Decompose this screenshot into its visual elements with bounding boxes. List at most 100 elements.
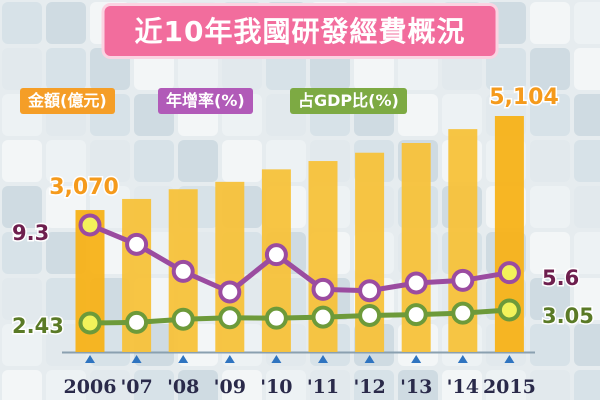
x-tick-marker xyxy=(364,355,375,363)
background-tile xyxy=(90,140,130,182)
gdp-ratio-line xyxy=(89,307,510,326)
background-tile xyxy=(530,370,570,400)
background-tile xyxy=(46,2,86,44)
growth-rate-point xyxy=(125,232,149,256)
x-tick-label: '13 xyxy=(400,376,432,398)
x-tick-label: '14 xyxy=(447,376,479,398)
background-tile xyxy=(398,370,438,400)
background-tile xyxy=(574,324,600,366)
background-tile xyxy=(574,48,600,90)
background-tile xyxy=(134,370,174,400)
background-tile xyxy=(310,48,350,90)
background-tile xyxy=(530,232,570,274)
gdp-ratio-point xyxy=(171,307,195,331)
background-tile xyxy=(46,370,86,400)
background-tile xyxy=(310,370,350,400)
growth-rate-point xyxy=(218,280,242,304)
x-tick-label: 2015 xyxy=(483,376,536,398)
background-tile xyxy=(530,186,570,228)
background-tile xyxy=(530,324,570,366)
background-tile xyxy=(530,278,570,320)
growth-label-first: 9.3 xyxy=(12,221,49,245)
x-tick-label: '11 xyxy=(307,376,339,398)
background-tile xyxy=(178,48,218,90)
gdp-ratio-point xyxy=(78,311,102,335)
gdp-ratio-point xyxy=(264,306,288,330)
x-tick-label: 2006 xyxy=(64,376,117,398)
background-tile xyxy=(2,232,42,274)
legend-gdp-ratio: 占GDP比(%) xyxy=(290,88,407,114)
gdp-ratio-point xyxy=(451,301,475,325)
background-tile xyxy=(574,370,600,400)
gdp-ratio-point xyxy=(125,310,149,334)
background-tile xyxy=(354,48,394,90)
x-tick-marker xyxy=(318,355,328,363)
growth-rate-point xyxy=(497,261,521,285)
x-tick-label: '08 xyxy=(167,376,199,398)
x-tick-marker xyxy=(131,355,142,363)
background-tile xyxy=(90,370,130,400)
title-banner: 近10年我國研發經費概況 xyxy=(104,6,496,56)
bar-value-label-first: 3,070 xyxy=(49,175,119,200)
background-tile xyxy=(486,370,526,400)
background-tile xyxy=(442,94,482,136)
growth-rate-point xyxy=(404,271,428,295)
growth-label-last: 5.6 xyxy=(542,266,579,290)
background-tile xyxy=(2,140,42,182)
background-tile xyxy=(530,140,570,182)
x-tick-marker xyxy=(271,355,282,363)
gdp-ratio-point xyxy=(311,305,335,329)
growth-rate-point xyxy=(171,259,195,283)
background-tile xyxy=(574,2,600,44)
growth-rate-point xyxy=(78,213,102,237)
background-tile xyxy=(222,48,262,90)
background-tile xyxy=(398,48,438,90)
x-tick-label: '09 xyxy=(214,376,246,398)
background-tile xyxy=(574,140,600,182)
background-tile xyxy=(574,94,600,136)
background-tile xyxy=(2,324,42,366)
background-tile xyxy=(134,48,174,90)
legend-growth-rate: 年增率(%) xyxy=(158,88,253,114)
bar-value-label-last: 5,104 xyxy=(489,85,559,110)
growth-rate-line xyxy=(89,222,510,295)
background-tile xyxy=(530,2,570,44)
background-tile xyxy=(222,140,262,182)
background-tile xyxy=(178,140,218,182)
background-tile xyxy=(354,370,394,400)
x-tick-marker xyxy=(85,355,95,363)
x-tick-marker xyxy=(504,355,515,363)
background-tile xyxy=(442,370,482,400)
gdp-label-last: 3.05 xyxy=(542,304,594,328)
background-tile xyxy=(2,2,42,44)
x-tick-marker xyxy=(224,355,235,363)
background-tile xyxy=(2,278,42,320)
x-tick-label: '07 xyxy=(120,376,152,398)
growth-rate-point xyxy=(264,243,288,267)
growth-rate-point xyxy=(311,277,335,301)
gdp-ratio-point xyxy=(404,303,428,327)
x-tick-marker xyxy=(411,355,422,363)
gdp-ratio-point xyxy=(358,303,382,327)
legend-amount: 金額(億元) xyxy=(20,88,115,114)
background-tile xyxy=(442,48,482,90)
growth-rate-point xyxy=(358,279,382,303)
background-tile xyxy=(574,278,600,320)
background-tile xyxy=(222,370,262,400)
gdp-ratio-point xyxy=(497,298,521,322)
background-tile xyxy=(486,48,526,90)
background-tile xyxy=(398,94,438,136)
gdp-label-first: 2.43 xyxy=(12,314,64,338)
gdp-ratio-point xyxy=(218,306,242,330)
background-tile xyxy=(530,94,570,136)
background-tile xyxy=(574,232,600,274)
background-tile xyxy=(2,186,42,228)
background-tile xyxy=(46,140,86,182)
background-tile xyxy=(46,48,86,90)
background-tile xyxy=(2,48,42,90)
background-tile xyxy=(530,48,570,90)
chart-title: 近10年我國研發經費概況 xyxy=(134,15,466,48)
background-tile xyxy=(266,48,306,90)
x-tick-marker xyxy=(178,355,189,363)
